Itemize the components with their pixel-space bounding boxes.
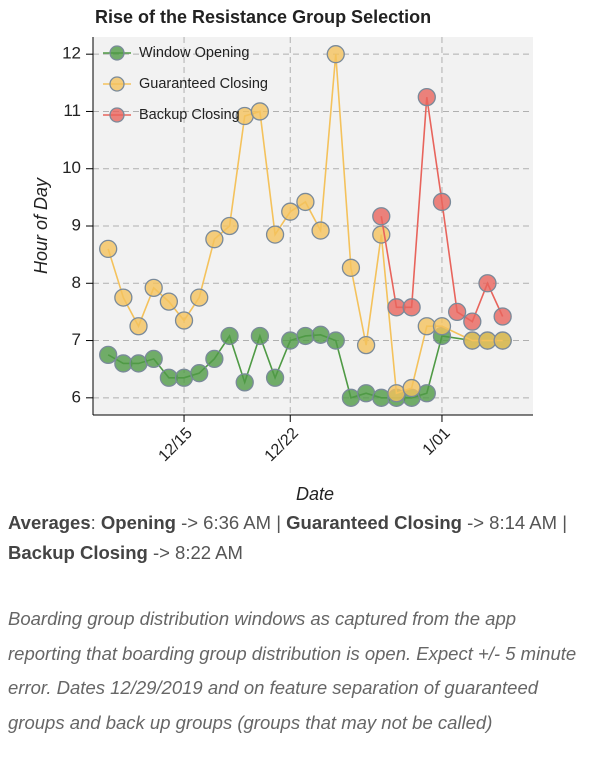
x-tick-label: 12/15: [156, 425, 196, 465]
point: [99, 239, 118, 259]
point: [129, 354, 148, 373]
point: [387, 298, 406, 317]
averages-text: Averages: [8, 512, 91, 533]
y-tick-label: 7: [72, 330, 81, 349]
point: [432, 317, 452, 336]
legend-label: Window Opening: [139, 45, 249, 61]
point: [265, 368, 285, 387]
point: [417, 384, 436, 403]
point: [478, 331, 497, 350]
point: [250, 102, 270, 121]
point: [114, 288, 133, 307]
point: [447, 302, 467, 322]
y-tick-label: 11: [63, 101, 81, 120]
point: [493, 331, 512, 350]
point: [220, 216, 239, 236]
point: [387, 384, 406, 403]
point: [190, 364, 209, 383]
point: [417, 87, 436, 107]
averages-text: -> 8:14 AM |: [461, 512, 568, 533]
averages-text: Backup Closing: [8, 542, 148, 563]
point: [341, 258, 361, 277]
legend-label: Backup Closing: [139, 107, 240, 123]
point: [174, 368, 194, 387]
point: [250, 326, 270, 346]
point: [144, 349, 163, 369]
point: [417, 317, 436, 336]
point: [356, 384, 376, 403]
point: [205, 349, 224, 369]
chart-title: Rise of the Resistance Group Selection: [95, 7, 431, 27]
y-tick-label: 12: [62, 44, 81, 63]
x-tick-label: 12/22: [262, 425, 302, 465]
point: [159, 292, 179, 311]
point: [220, 326, 239, 346]
y-tick-label: 9: [72, 215, 81, 234]
x-axis-label: Date: [296, 484, 334, 504]
point: [296, 326, 315, 346]
averages-text: :: [90, 512, 101, 533]
point: [356, 335, 376, 355]
point: [372, 225, 391, 244]
y-tick-label: 8: [72, 273, 81, 292]
point: [265, 225, 285, 244]
point: [174, 311, 194, 330]
legend-label: Guaranteed Closing: [139, 76, 268, 92]
point: [372, 388, 391, 407]
legend-marker: [109, 107, 125, 123]
y-tick-label: 6: [72, 387, 81, 406]
y-tick-label: 10: [62, 158, 81, 177]
point: [432, 192, 452, 212]
point: [463, 312, 482, 331]
point: [281, 331, 300, 350]
averages: Averages: Opening -> 6:36 AM | Guarantee…: [8, 508, 588, 568]
point: [326, 331, 345, 350]
point: [493, 307, 512, 326]
averages-text: Opening: [100, 512, 176, 533]
point: [478, 274, 497, 293]
point: [129, 317, 148, 336]
averages-text: -> 8:22 AM: [147, 542, 243, 563]
note: Boarding group distribution windows as c…: [8, 608, 577, 733]
point: [402, 378, 421, 398]
legend-marker: [109, 76, 125, 92]
point: [296, 192, 315, 212]
point: [402, 298, 421, 317]
averages-text: -> 6:36 AM |: [175, 512, 287, 533]
point: [235, 373, 254, 392]
legend-marker: [109, 45, 125, 61]
point: [463, 331, 482, 350]
chart: Rise of the Resistance Group Selection H…: [31, 7, 533, 504]
point: [114, 354, 133, 373]
point: [205, 230, 224, 249]
x-tick-label: 1/01: [420, 425, 454, 459]
point: [326, 45, 345, 64]
point: [159, 368, 179, 387]
point: [281, 202, 300, 221]
point: [144, 278, 163, 298]
point: [190, 288, 209, 307]
point: [341, 388, 361, 407]
point: [311, 221, 330, 240]
y-axis-label: Hour of Day: [31, 177, 51, 274]
point: [99, 345, 118, 365]
point: [372, 207, 391, 226]
point: [311, 325, 330, 344]
averages-text: Guaranteed Closing: [286, 512, 462, 533]
